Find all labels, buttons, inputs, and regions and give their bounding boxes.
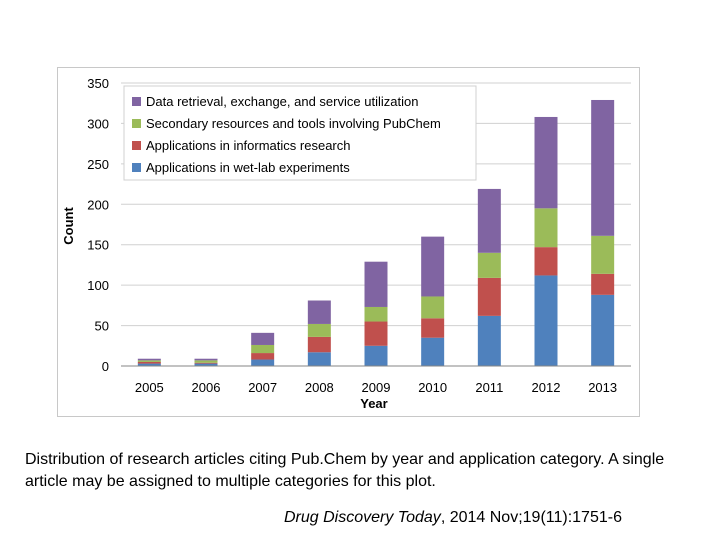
y-tick-label: 150 xyxy=(87,238,109,253)
legend-swatch xyxy=(132,119,141,128)
bar-segment-2008-s1 xyxy=(307,352,331,366)
bar-segment-2006-s2 xyxy=(194,362,218,364)
bar-segment-2007-s1 xyxy=(251,359,275,366)
bar-segment-2011-s4 xyxy=(477,188,501,253)
bar-segment-2005-s3 xyxy=(137,360,161,362)
legend-swatch xyxy=(132,141,141,150)
bar-segment-2011-s2 xyxy=(477,277,501,316)
x-tick-label: 2010 xyxy=(418,380,447,395)
y-tick-label: 200 xyxy=(87,197,109,212)
stacked-bar-chart: 0 50 100 150 200 250 300 350 2005 2006 2007 2008 200… xyxy=(61,76,631,411)
bar-segment-2011-s3 xyxy=(477,252,501,278)
x-axis-label: Year xyxy=(360,396,387,411)
bar-segment-2007-s4 xyxy=(251,332,275,345)
y-tick-label: 100 xyxy=(87,278,109,293)
x-tick-label: 2006 xyxy=(192,380,221,395)
y-tick-label: 50 xyxy=(95,319,109,334)
bar-segment-2012-s3 xyxy=(534,208,558,248)
y-tick-label: 300 xyxy=(87,116,109,131)
legend-label: Secondary resources and tools involving … xyxy=(146,116,441,131)
chart-container: 0 50 100 150 200 250 300 350 2005 2006 2007 2008 200… xyxy=(57,67,640,417)
axes: 0 50 100 150 200 250 300 350 2005 2006 2007 2008 200… xyxy=(87,76,631,395)
x-tick-label: 2011 xyxy=(475,380,503,395)
x-tick-label: 2013 xyxy=(588,380,617,395)
source-citation: Drug Discovery Today, 2014 Nov;19(11):17… xyxy=(284,507,622,529)
bar-segment-2013-s3 xyxy=(591,235,615,274)
bar-segment-2008-s4 xyxy=(307,300,331,324)
figure-caption: Distribution of research articles citing… xyxy=(25,451,665,490)
x-tick-label: 2007 xyxy=(248,380,277,395)
y-tick-label: 0 xyxy=(102,359,109,374)
bar-segment-2010-s4 xyxy=(421,236,445,297)
bar-segment-2006-s4 xyxy=(194,358,218,361)
bar-segment-2010-s2 xyxy=(421,318,445,338)
y-tick-label: 350 xyxy=(87,76,109,91)
legend: Data retrieval, exchange, and service ut… xyxy=(123,85,477,181)
bar-segment-2011-s1 xyxy=(477,315,501,366)
bar-segment-2009-s4 xyxy=(364,261,388,307)
x-tick-label: 2008 xyxy=(305,380,334,395)
x-tick-label: 2012 xyxy=(532,380,561,395)
bar-segment-2007-s2 xyxy=(251,353,275,360)
legend-label: Data retrieval, exchange, and service ut… xyxy=(146,94,418,109)
bar-segment-2005-s1 xyxy=(137,363,161,366)
bar-segment-2007-s3 xyxy=(251,344,275,354)
x-tick-label: 2009 xyxy=(362,380,391,395)
bar-segment-2008-s2 xyxy=(307,336,331,353)
bar-segment-2009-s3 xyxy=(364,306,388,322)
bar-segment-2006-s3 xyxy=(194,360,218,363)
bar-segment-2010-s1 xyxy=(421,337,445,366)
x-tick-label: 2005 xyxy=(135,380,164,395)
bar-segment-2005-s4 xyxy=(137,358,161,361)
y-axis-label: Count xyxy=(61,207,76,245)
bar-segment-2012-s2 xyxy=(534,247,558,276)
bar-segment-2006-s1 xyxy=(194,363,218,366)
source-journal: Drug Discovery Today xyxy=(284,509,441,526)
bar-segment-2012-s4 xyxy=(534,116,558,209)
bar-segment-2012-s1 xyxy=(534,275,558,366)
legend-label: Applications in wet-lab experiments xyxy=(146,160,350,175)
bar-segment-2010-s3 xyxy=(421,296,445,319)
bar-segment-2013-s2 xyxy=(591,273,615,295)
source-details: , 2014 Nov;19(11):1751-6 xyxy=(440,509,622,526)
bar-segment-2009-s1 xyxy=(364,345,388,366)
legend-label: Applications in informatics research xyxy=(146,138,350,153)
y-tick-label: 250 xyxy=(87,157,109,172)
legend-swatch xyxy=(132,97,141,106)
bar-segment-2013-s4 xyxy=(591,99,615,236)
bar-segment-2005-s2 xyxy=(137,361,161,364)
bar-segment-2009-s2 xyxy=(364,321,388,346)
legend-box xyxy=(123,85,477,181)
bars xyxy=(137,99,615,366)
bar-segment-2013-s1 xyxy=(591,294,615,366)
bar-segment-2008-s3 xyxy=(307,323,331,337)
legend-swatch xyxy=(132,163,141,172)
